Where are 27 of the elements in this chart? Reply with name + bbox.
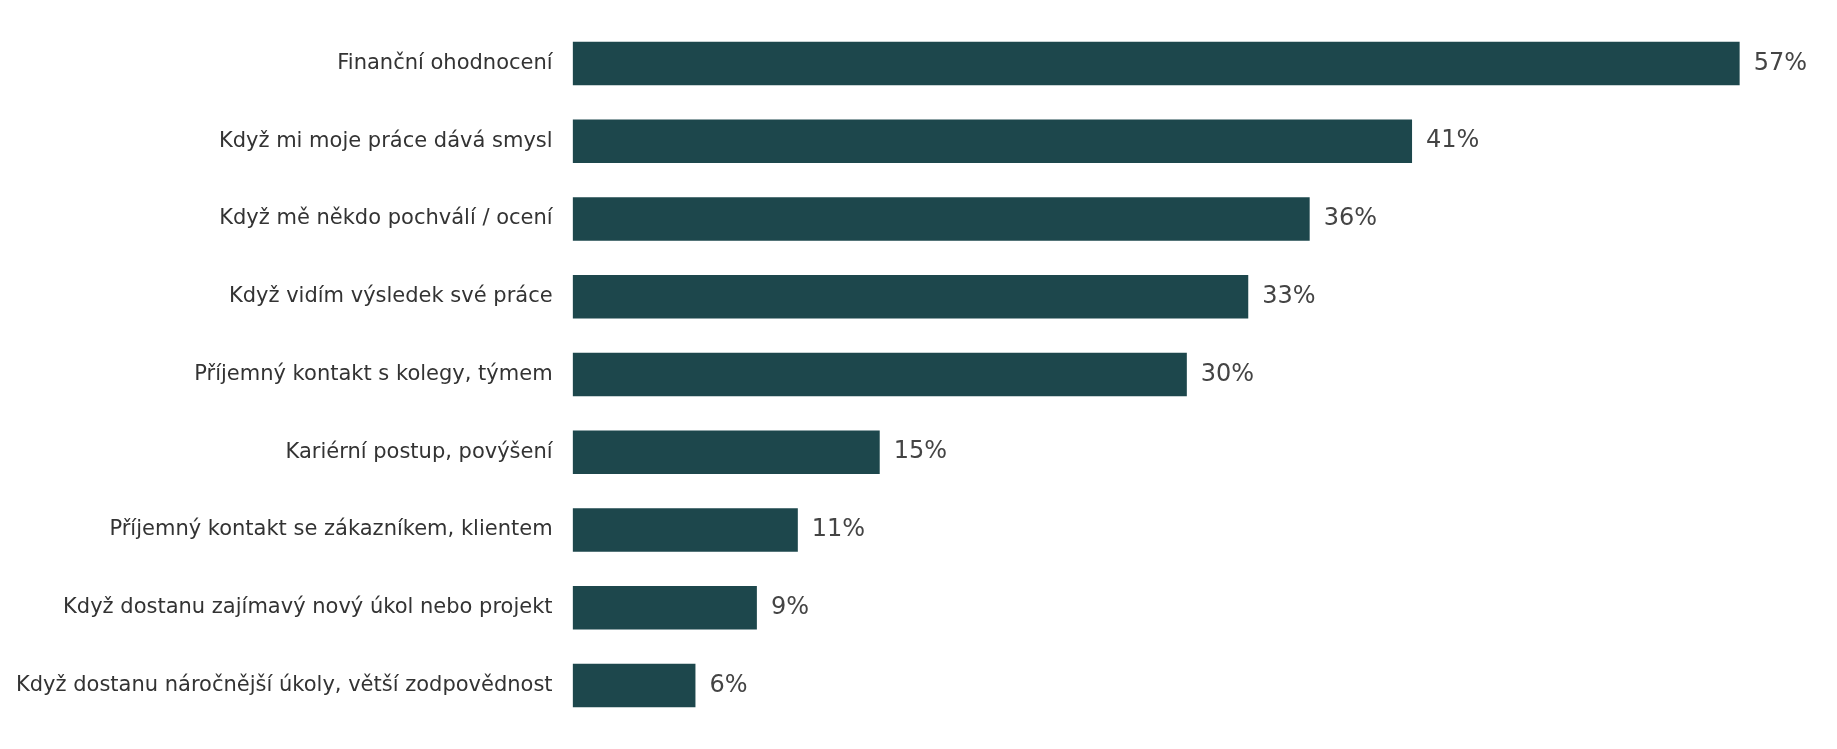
y-tick-label: Příjemný kontakt se zákazníkem, klientem	[109, 516, 553, 541]
data-label: 36%	[1323, 203, 1378, 232]
data-label: 15%	[893, 436, 948, 465]
bar	[572, 197, 1310, 241]
y-tick-label: Když mě někdo pochválí / ocení	[219, 205, 554, 230]
data-label: 41%	[1426, 125, 1480, 154]
data-label: 33%	[1262, 280, 1316, 309]
y-tick-label: Když vidím výsledek své práce	[228, 283, 553, 308]
bar	[572, 41, 1740, 86]
bar	[572, 274, 1249, 319]
y-tick-label: Když dostanu zajímavý nový úkol nebo projekt	[63, 594, 553, 619]
data-label: 11%	[811, 514, 866, 543]
y-tick-label: Když dostanu náročnější úkoly, větší zodpovědnost	[16, 671, 553, 696]
bar	[572, 430, 880, 475]
data-label: 57%	[1753, 47, 1807, 76]
bar	[572, 119, 1413, 164]
bar	[572, 508, 798, 552]
y-tick-label: Příjemný kontakt s kolegy, týmem	[194, 360, 553, 385]
bar	[572, 586, 757, 630]
data-label: 6%	[709, 669, 748, 698]
y-tick-label: Finanční ohodnocení	[337, 49, 554, 74]
bar	[572, 352, 1187, 397]
data-label: 9%	[770, 592, 809, 620]
data-label: 30%	[1200, 358, 1255, 387]
bar	[572, 663, 696, 708]
y-tick-label: Když mi moje práce dává smysl	[218, 127, 553, 152]
y-tick-label: Kariérní postup, povýšení	[285, 438, 554, 463]
